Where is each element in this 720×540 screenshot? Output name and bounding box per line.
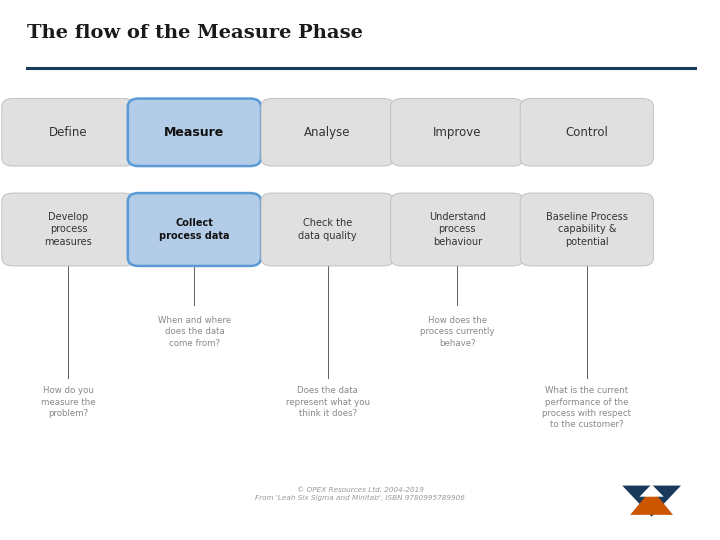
FancyBboxPatch shape (390, 193, 524, 266)
Polygon shape (622, 485, 681, 517)
Text: How does the
process currently
behave?: How does the process currently behave? (420, 316, 495, 348)
Text: Measure: Measure (164, 126, 225, 139)
FancyBboxPatch shape (2, 98, 135, 166)
Text: Analyse: Analyse (305, 126, 351, 139)
FancyBboxPatch shape (128, 193, 261, 266)
Polygon shape (518, 210, 526, 249)
Text: When and where
does the data
come from?: When and where does the data come from? (158, 316, 231, 348)
Text: Improve: Improve (433, 126, 482, 139)
Text: Collect
process data: Collect process data (159, 218, 230, 241)
FancyBboxPatch shape (128, 98, 261, 166)
Polygon shape (258, 210, 265, 249)
FancyBboxPatch shape (390, 98, 524, 166)
FancyBboxPatch shape (520, 193, 654, 266)
Polygon shape (630, 489, 673, 515)
Polygon shape (389, 210, 396, 249)
FancyBboxPatch shape (2, 193, 135, 266)
Text: Baseline Process
capability &
potential: Baseline Process capability & potential (546, 212, 628, 247)
Text: Develop
process
measures: Develop process measures (45, 212, 92, 247)
FancyBboxPatch shape (261, 98, 395, 166)
Text: © OPEX Resources Ltd. 2004-2019
From 'Leah Six Sigma and Minitab', ISBN 97809957: © OPEX Resources Ltd. 2004-2019 From 'Le… (255, 487, 465, 502)
Text: Control: Control (565, 126, 608, 139)
FancyBboxPatch shape (261, 193, 395, 266)
Text: Does the data
represent what you
think it does?: Does the data represent what you think i… (286, 386, 369, 418)
Polygon shape (128, 210, 135, 249)
FancyBboxPatch shape (520, 98, 654, 166)
Text: Define: Define (49, 126, 88, 139)
Text: The flow of the Measure Phase: The flow of the Measure Phase (27, 24, 363, 42)
Text: What is the current
performance of the
process with respect
to the customer?: What is the current performance of the p… (542, 386, 631, 429)
Text: How do you
measure the
problem?: How do you measure the problem? (41, 386, 96, 418)
Text: Check the
data quality: Check the data quality (298, 218, 357, 241)
Text: Understand
process
behaviour: Understand process behaviour (429, 212, 485, 247)
Polygon shape (639, 484, 664, 497)
